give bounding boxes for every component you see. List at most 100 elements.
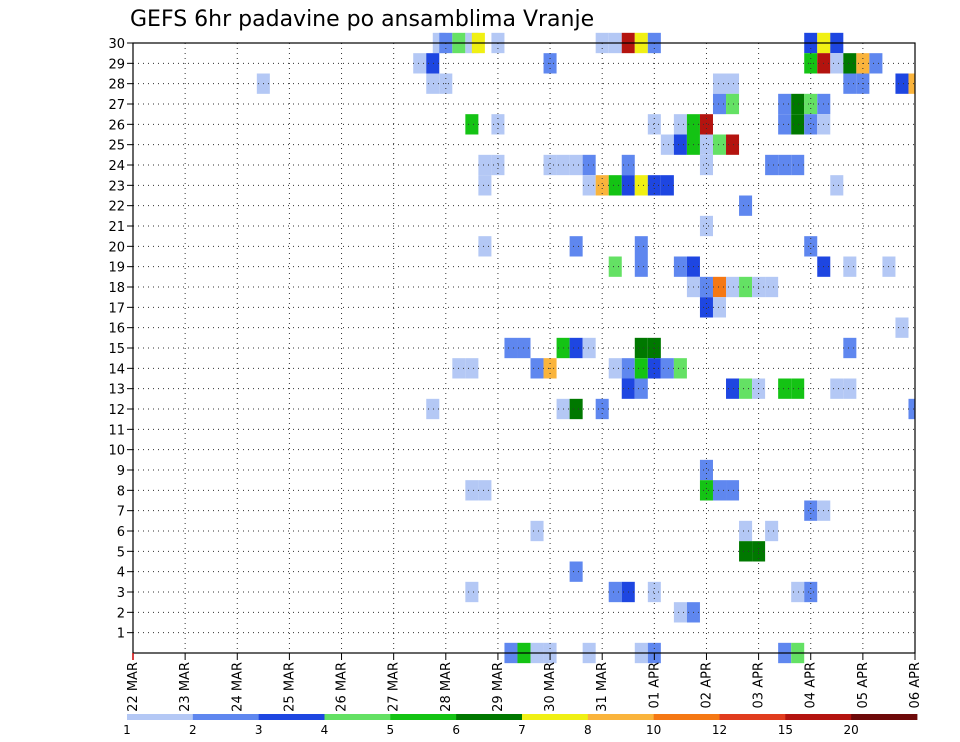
- heatmap-cell: [647, 175, 661, 196]
- heatmap-cell: [634, 337, 648, 359]
- heatmap-cell: [739, 541, 753, 562]
- heatmap-cell: [843, 256, 857, 277]
- heatmap-cell: [634, 358, 648, 379]
- heatmap-cell: [712, 297, 727, 318]
- heatmap-cell: [778, 114, 792, 135]
- y-tick-label: 24: [108, 159, 125, 174]
- heatmap-cell: [712, 134, 727, 155]
- y-tick-label: 27: [108, 98, 125, 113]
- heatmap-cell: [895, 73, 909, 94]
- legend-label: 1: [123, 723, 131, 737]
- x-tick-label: 30 MAR: [543, 662, 558, 712]
- x-tick-label: 03 APR: [752, 662, 767, 708]
- heatmap-cell: [726, 276, 740, 298]
- y-tick-label: 7: [117, 505, 125, 520]
- heatmap-cell: [673, 134, 687, 155]
- x-tick-label: 28 MAR: [439, 662, 454, 712]
- legend-label: 7: [518, 723, 526, 737]
- y-tick-label: 2: [117, 606, 125, 621]
- heatmap-cell: [739, 520, 753, 542]
- heatmap-cell: [739, 276, 753, 298]
- heatmap-cell: [608, 581, 622, 603]
- heatmap-cell: [843, 73, 857, 94]
- heatmap-cells: [256, 32, 915, 664]
- heatmap-cell: [530, 520, 544, 542]
- heatmap-cell: [699, 114, 713, 135]
- heatmap-cell: [608, 175, 622, 196]
- heatmap-cell: [726, 480, 740, 501]
- x-tick-label: 31 MAR: [595, 662, 610, 712]
- chart-title: GEFS 6hr padavine po ansamblima Vranje: [130, 7, 594, 32]
- heatmap-cell: [699, 480, 713, 501]
- heatmap-cell: [673, 114, 687, 135]
- x-tick-label: 29 MAR: [491, 662, 506, 712]
- heatmap-cell: [660, 134, 674, 155]
- heatmap-cell: [426, 73, 440, 94]
- y-tick-label: 4: [117, 566, 125, 581]
- y-tick-label: 3: [117, 586, 125, 601]
- heatmap-cell: [491, 114, 505, 135]
- x-tick-label: 22 MAR: [126, 662, 141, 712]
- heatmap-cell: [608, 358, 622, 379]
- y-tick-label: 26: [108, 118, 125, 133]
- heatmap-cell: [869, 53, 883, 74]
- y-axis: 1234567891011121314151617181920212223242…: [108, 37, 133, 642]
- heatmap-cell: [739, 195, 753, 216]
- heatmap-cell: [530, 358, 544, 379]
- heatmap-cell: [582, 175, 596, 196]
- y-tick-label: 12: [108, 403, 125, 418]
- heatmap-cell: [712, 480, 727, 501]
- heatmap-cell: [765, 154, 779, 176]
- heatmap-cell: [465, 480, 479, 501]
- heatmap-cell: [413, 53, 427, 74]
- y-tick-label: 21: [108, 220, 125, 235]
- x-tick-label: 23 MAR: [178, 662, 193, 712]
- heatmap-cell: [830, 53, 844, 74]
- heatmap-cell: [582, 154, 596, 176]
- heatmap-cell: [726, 378, 740, 399]
- legend-swatch: [522, 714, 589, 720]
- heatmap-cell: [426, 53, 440, 74]
- y-tick-label: 28: [108, 78, 125, 93]
- heatmap-cell: [791, 378, 805, 399]
- heatmap-cell: [699, 297, 713, 318]
- heatmap-cell: [465, 581, 479, 603]
- heatmap-cell: [543, 154, 557, 176]
- heatmap-cell: [765, 276, 779, 298]
- y-tick-label: 9: [117, 464, 125, 479]
- y-tick-label: 1: [117, 627, 125, 642]
- legend-label: 2: [189, 723, 197, 737]
- heatmap-cell: [895, 317, 909, 338]
- heatmap-cell: [478, 236, 492, 257]
- heatmap-cell: [791, 93, 805, 115]
- x-tick-label: 26 MAR: [335, 662, 350, 712]
- heatmap-cell: [699, 154, 713, 176]
- legend-swatch: [127, 714, 194, 720]
- color-legend: 1 2 3 4 5 6 7 8 10 12 15 20: [123, 714, 918, 737]
- x-tick-label: 04 APR: [804, 662, 819, 708]
- heatmap-cell: [843, 378, 857, 399]
- x-tick-label: 24 MAR: [230, 662, 245, 712]
- legend-swatch: [587, 714, 655, 720]
- heatmap-cell: [804, 581, 818, 603]
- y-tick-label: 17: [108, 301, 125, 316]
- heatmap-cell: [765, 520, 779, 542]
- y-tick-label: 19: [108, 261, 125, 276]
- legend-swatch: [258, 714, 325, 720]
- heatmap-cell: [569, 561, 583, 582]
- x-tick-label: 06 APR: [908, 662, 923, 708]
- y-tick-label: 25: [108, 139, 125, 154]
- heatmap-cell: [712, 276, 727, 298]
- heatmap-cell: [830, 378, 844, 399]
- heatmap-cell: [778, 154, 792, 176]
- grid: [133, 42, 915, 653]
- x-tick-label: 27 MAR: [387, 662, 402, 712]
- legend-swatch: [653, 714, 720, 720]
- heatmap-cell: [804, 500, 818, 521]
- x-tick-label: 05 APR: [856, 662, 871, 708]
- y-tick-label: 14: [108, 362, 125, 377]
- heatmap-cell: [465, 358, 479, 379]
- heatmap-cell: [726, 73, 740, 94]
- heatmap-cell: [569, 236, 583, 257]
- y-tick-label: 8: [117, 484, 125, 499]
